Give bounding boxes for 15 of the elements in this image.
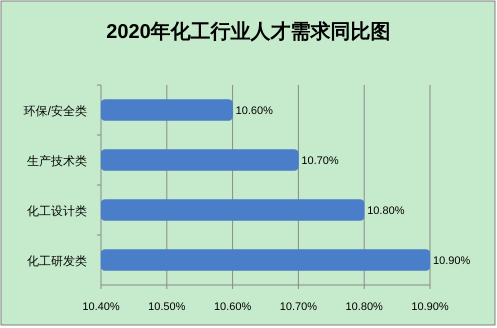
x-tick-label: 10.40% bbox=[82, 301, 120, 313]
x-tick-label: 10.60% bbox=[214, 301, 252, 313]
y-tick-label: 环保/安全类 bbox=[24, 104, 87, 118]
y-tick-label: 化工设计类 bbox=[27, 204, 87, 218]
y-tick-label: 化工研发类 bbox=[27, 254, 87, 268]
x-tick-label: 10.70% bbox=[280, 301, 318, 313]
data-label: 10.60% bbox=[236, 105, 274, 117]
y-tick-label: 生产技术类 bbox=[27, 154, 87, 168]
x-tick-label: 10.50% bbox=[148, 301, 186, 313]
data-label: 10.90% bbox=[433, 255, 471, 267]
x-tick-label: 10.90% bbox=[411, 301, 449, 313]
x-tick-label: 10.80% bbox=[346, 301, 384, 313]
data-label: 10.70% bbox=[301, 155, 339, 167]
chart-title: 2020年化工行业人才需求同比图 bbox=[106, 20, 391, 43]
data-label: 10.80% bbox=[367, 205, 405, 217]
